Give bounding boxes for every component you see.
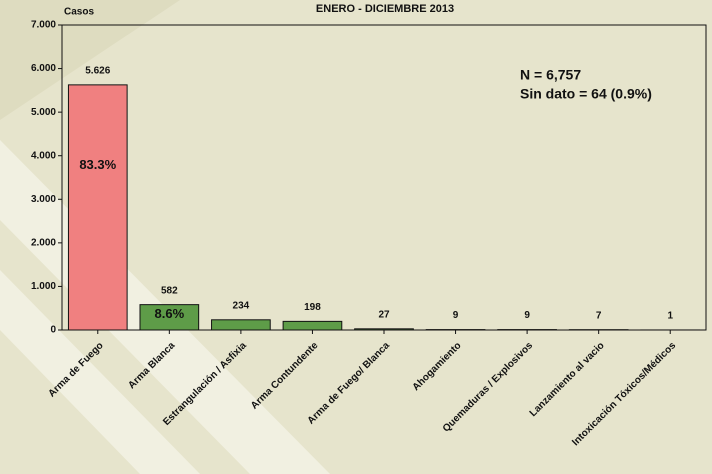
bar [354, 328, 414, 331]
background-stripe [0, 270, 200, 474]
chart-title: ENERO - DICIEMBRE 2013 [316, 3, 454, 15]
data-label: 7 [596, 310, 602, 321]
annotation: N = 6,757 [520, 67, 581, 83]
y-tick-label: 1.000 [31, 281, 56, 292]
y-tick-label: 7.000 [31, 20, 56, 31]
bar [282, 320, 343, 331]
data-label: 9 [524, 310, 530, 321]
annotation: Sin dato = 64 (0.9%) [520, 86, 652, 102]
share-label: 8.6% [155, 306, 185, 321]
y-tick-label: 0 [50, 325, 56, 336]
data-label: 1 [667, 311, 673, 322]
share-label: 83.3% [79, 157, 116, 172]
y-tick-label: 3.000 [31, 194, 56, 205]
y-tick-label: 4.000 [31, 150, 56, 161]
data-label: 27 [378, 309, 390, 320]
y-tick-label: 6.000 [31, 63, 56, 74]
data-label: 198 [304, 302, 321, 313]
data-label: 9 [453, 310, 459, 321]
bar [67, 84, 128, 331]
data-label: 234 [233, 300, 250, 311]
bar [211, 319, 271, 331]
data-label: 582 [161, 285, 178, 296]
bar [139, 304, 200, 331]
data-label: 5.626 [85, 66, 110, 77]
background-stripe [0, 0, 180, 120]
y-axis-label: Casos [64, 7, 94, 18]
y-tick-label: 5.000 [31, 107, 56, 118]
y-tick-label: 2.000 [31, 237, 56, 248]
